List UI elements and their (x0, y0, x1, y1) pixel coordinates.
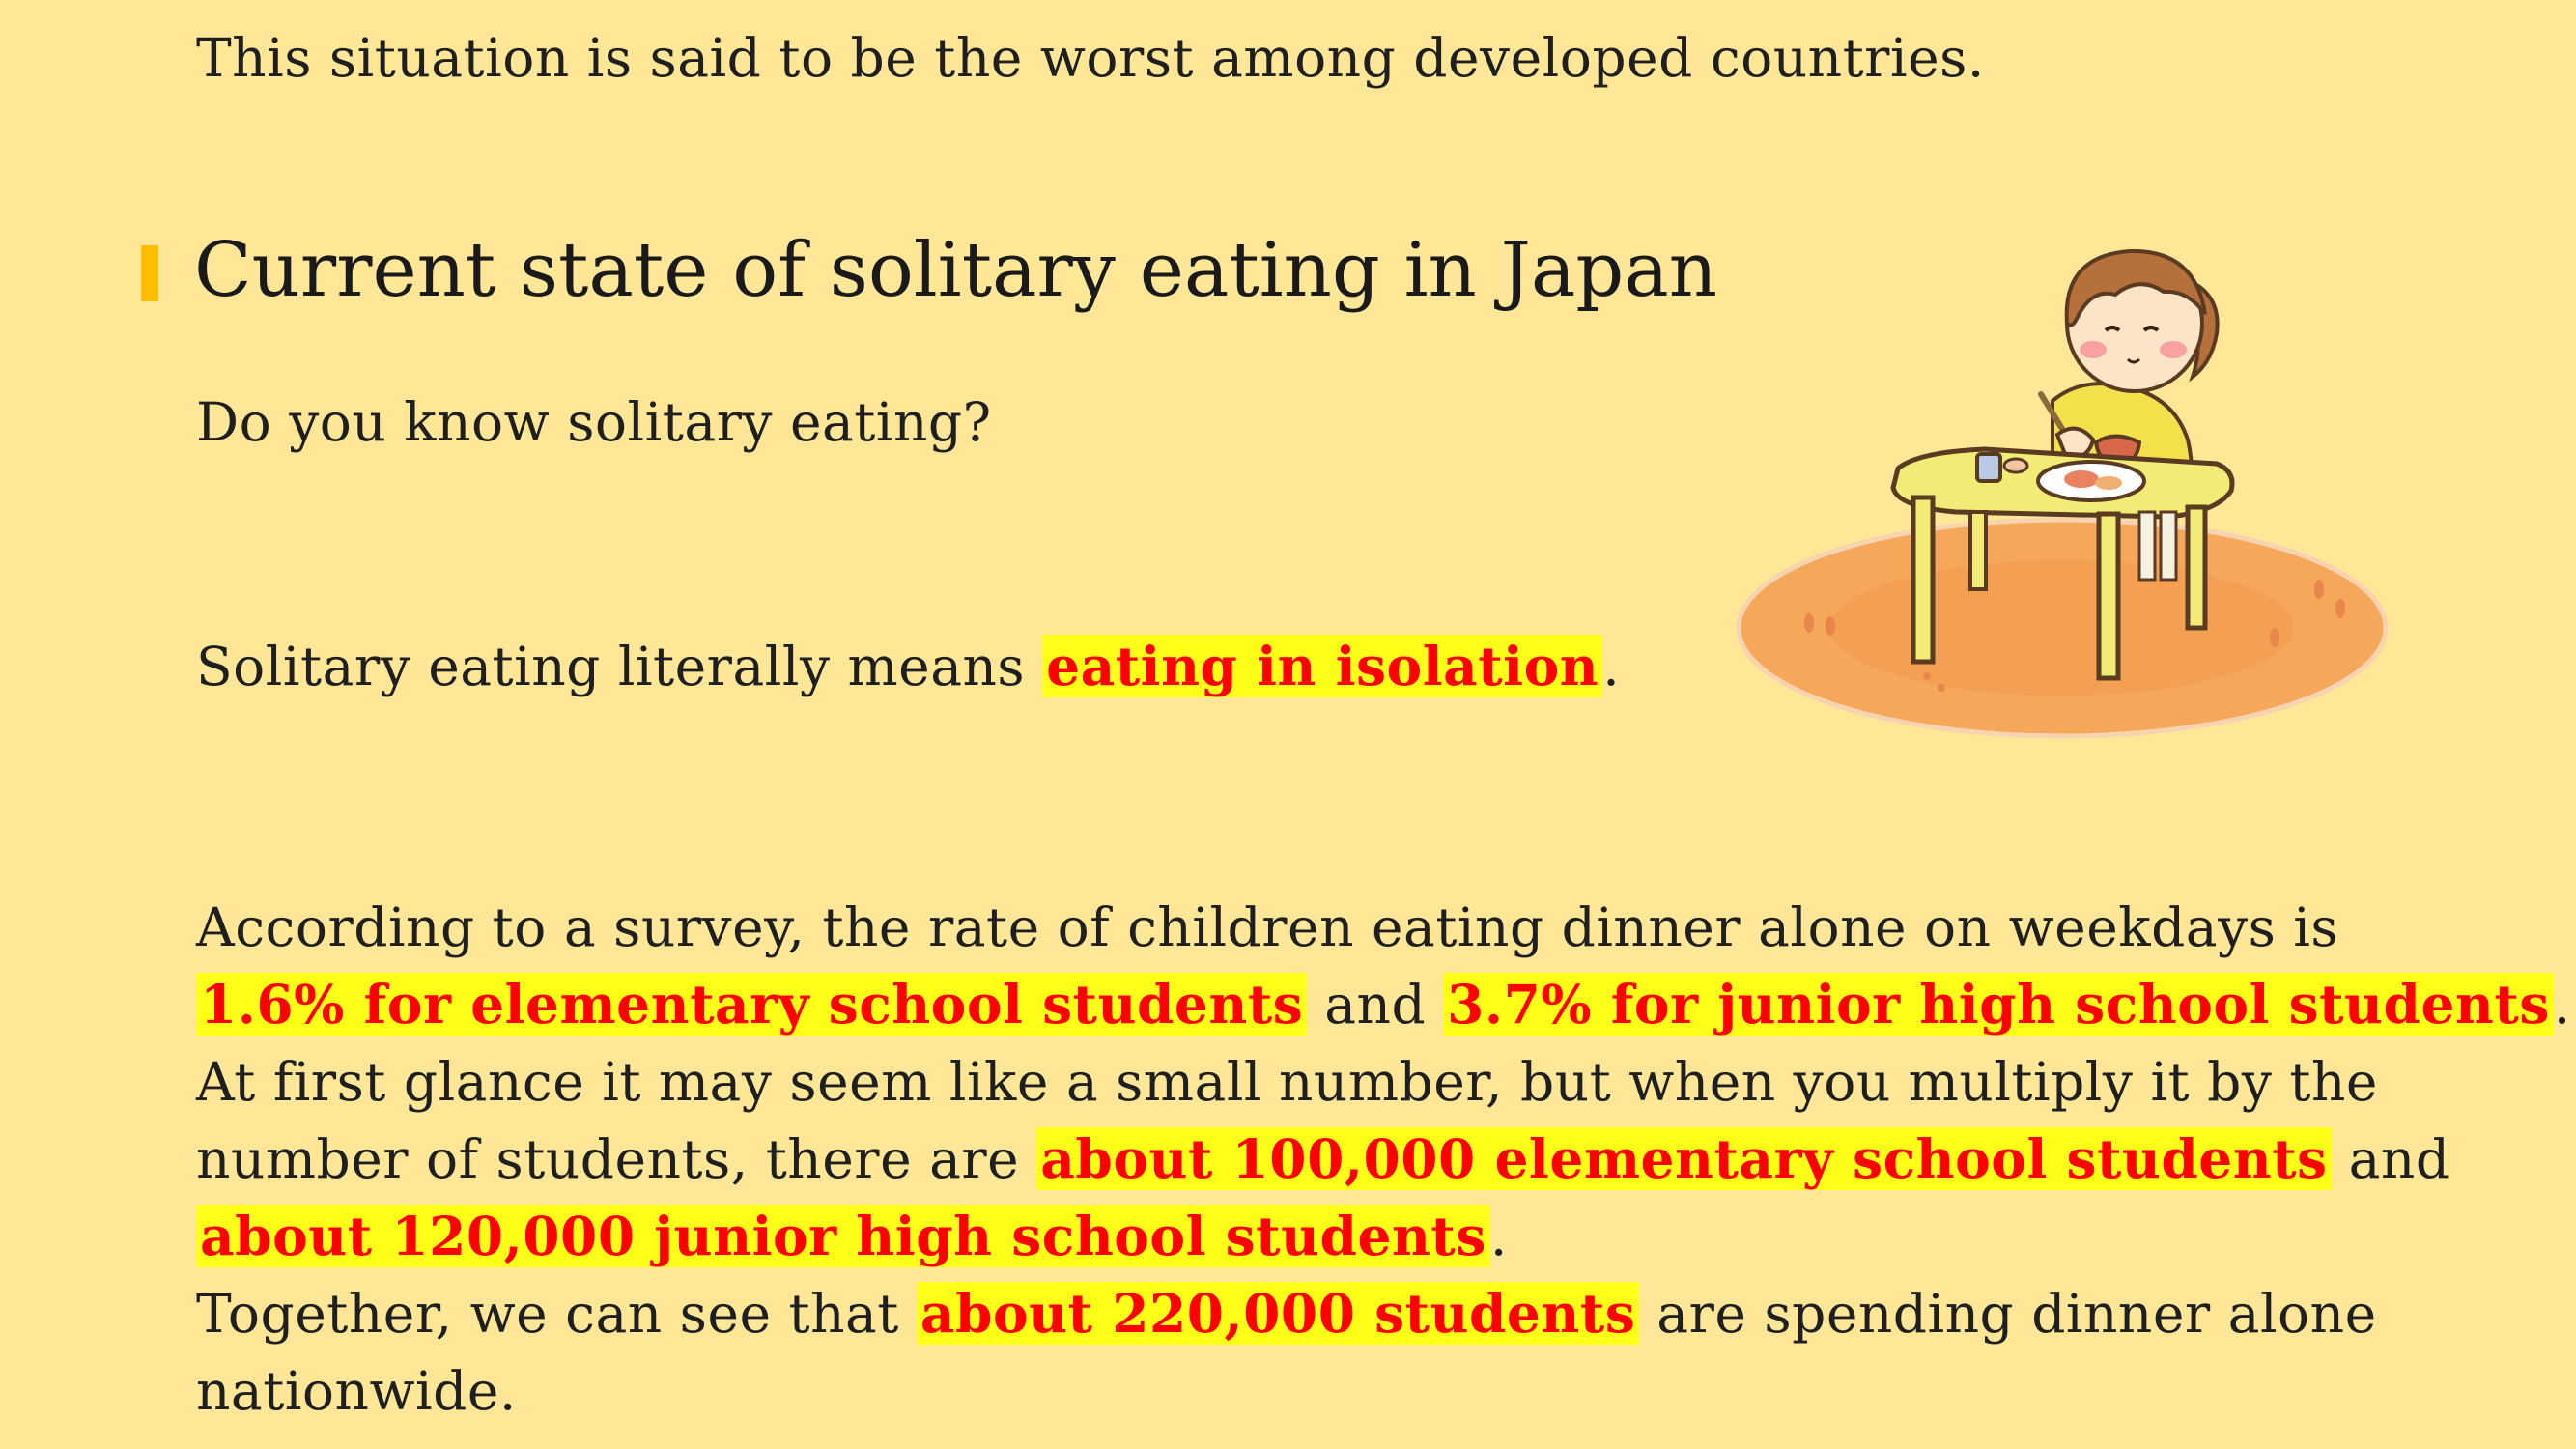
survey-line-5: about 120,000 junior high school student… (196, 1198, 1508, 1275)
table-leg-back-right (2185, 504, 2208, 631)
junior-high-rate-highlight: 3.7% for junior high school students (1443, 973, 2554, 1036)
survey-line-2-mid: and (1307, 974, 1444, 1036)
small-dish (2002, 457, 2029, 474)
cup (1975, 452, 2002, 483)
table-leg-back-left (1968, 510, 1988, 591)
rug-dots (1804, 580, 2345, 692)
definition-text: Solitary eating literally means eating i… (196, 628, 1620, 705)
right-eye (2142, 326, 2160, 332)
survey-line-6-post: are spending dinner alone (1639, 1283, 2377, 1345)
definition-pre: Solitary eating literally means (196, 636, 1043, 697)
section-heading: Current state of solitary eating in Japa… (194, 227, 1718, 314)
junior-high-count-highlight: about 120,000 junior high school student… (196, 1205, 1490, 1267)
table-leg-front-right (2096, 511, 2121, 681)
food (2064, 470, 2099, 488)
left-eye (2104, 326, 2121, 332)
intro-text: This situation is said to be the worst a… (196, 27, 1985, 89)
survey-line-2: 1.6% for elementary school students and … (196, 966, 2571, 1043)
survey-line-1: According to a survey, the rate of child… (196, 896, 2339, 958)
definition-highlight: eating in isolation (1042, 635, 1603, 697)
girl-eating-alone-illustration (1736, 248, 2389, 739)
elementary-count-highlight: about 100,000 elementary school students (1036, 1127, 2332, 1190)
elementary-rate-highlight: 1.6% for elementary school students (196, 973, 1308, 1036)
survey-line-7: nationwide. (196, 1360, 517, 1422)
rug-shadow (1830, 560, 2294, 696)
girl-leg-right (2159, 510, 2178, 582)
question-text: Do you know solitary eating? (196, 391, 992, 453)
survey-line-5-post: . (1489, 1206, 1508, 1267)
survey-line-3: At first glance it may seem like a small… (196, 1051, 2378, 1113)
mouth (2126, 357, 2141, 364)
heading-accent-bar (141, 245, 158, 301)
food-side (2095, 476, 2122, 490)
hair (2064, 248, 2207, 327)
survey-line-4-post: and (2331, 1128, 2450, 1190)
girl-leg-left (2137, 510, 2157, 582)
survey-line-4-pre: number of students, there are (196, 1128, 1037, 1190)
total-count-highlight: about 220,000 students (916, 1282, 1640, 1345)
survey-line-2-post: . (2553, 974, 2571, 1036)
survey-line-4: number of students, there are about 100,… (196, 1121, 2450, 1198)
survey-line-6: Together, we can see that about 220,000 … (196, 1275, 2377, 1352)
table-leg-front-left (1911, 495, 1936, 665)
survey-line-6-pre: Together, we can see that (196, 1283, 917, 1345)
left-cheek (2080, 341, 2107, 358)
right-cheek (2160, 341, 2187, 358)
definition-post: . (1602, 636, 1621, 697)
